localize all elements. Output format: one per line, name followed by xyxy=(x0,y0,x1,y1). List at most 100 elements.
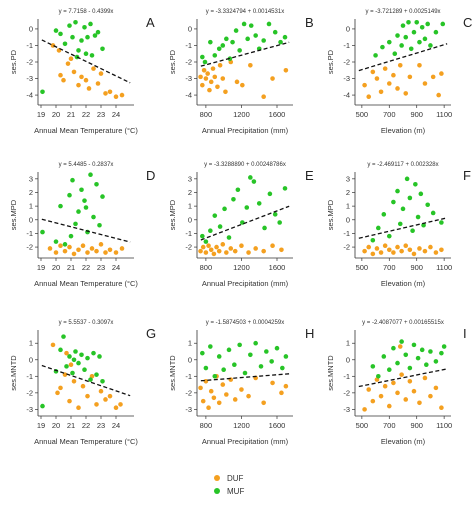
y-tick-label: -1 xyxy=(343,372,350,381)
panel-b: y = -3.3324794 + 0.0014531x B -4 -3 -2 -1 0 800… xyxy=(168,9,314,135)
equation-label: y = -2.469117 + 0.002328x xyxy=(367,162,438,168)
y-tick-label: 0 xyxy=(346,355,350,364)
point-muf xyxy=(221,367,226,372)
x-tick-label: 800 xyxy=(200,421,213,430)
point-muf xyxy=(280,365,285,371)
point-duf xyxy=(386,81,392,86)
point-muf xyxy=(94,181,99,187)
x-tick-label: 23 xyxy=(97,263,105,272)
y-axis-label: ses.MNTD xyxy=(326,355,335,391)
y-tick-label: -3 xyxy=(26,405,33,414)
point-duf xyxy=(232,248,238,254)
point-duf xyxy=(270,76,275,81)
point-duf xyxy=(246,250,251,255)
x-tick-label: 21 xyxy=(67,263,75,272)
point-muf xyxy=(282,186,288,191)
x-axis-label: Annual Precipitation (mm) xyxy=(202,437,289,446)
y-tick-label: 0 xyxy=(29,355,33,364)
point-muf xyxy=(237,342,242,348)
point-duf xyxy=(261,400,266,406)
point-muf xyxy=(415,355,421,361)
point-duf xyxy=(439,247,444,253)
panel-letter: D xyxy=(146,168,155,183)
point-duf xyxy=(391,250,396,255)
point-muf xyxy=(253,33,258,38)
point-muf xyxy=(411,29,417,35)
point-duf xyxy=(283,383,289,389)
equation-label: y = -3.3324794 + 0.0014531x xyxy=(206,9,284,15)
point-duf xyxy=(65,61,71,66)
point-duf xyxy=(407,378,413,384)
point-muf xyxy=(230,39,235,45)
point-muf xyxy=(381,212,387,217)
point-muf xyxy=(251,179,257,184)
y-tick-label: -1 xyxy=(185,41,192,50)
x-tick-label: 22 xyxy=(82,110,90,119)
point-duf xyxy=(61,77,66,83)
x-tick-label: 19 xyxy=(37,263,45,272)
point-duf xyxy=(76,405,81,411)
x-tick-label: 21 xyxy=(67,421,75,430)
point-muf xyxy=(202,59,208,65)
point-duf xyxy=(395,86,400,91)
point-muf xyxy=(399,43,404,48)
point-muf xyxy=(53,239,59,244)
y-tick-label: -2 xyxy=(26,58,33,67)
y-tick-label: 0 xyxy=(346,24,350,33)
point-muf xyxy=(83,205,89,210)
point-muf xyxy=(76,360,81,366)
point-muf xyxy=(62,41,68,47)
y-tick-label: -2 xyxy=(343,58,350,67)
point-duf xyxy=(203,76,209,81)
point-duf xyxy=(370,251,376,257)
point-muf xyxy=(67,23,72,28)
y-tick-label: -2 xyxy=(26,388,33,397)
x-tick-label: 800 xyxy=(200,263,213,272)
point-duf xyxy=(220,76,226,81)
point-duf xyxy=(211,251,217,257)
x-tick-label: 24 xyxy=(112,421,120,430)
x-tick-label: 24 xyxy=(112,263,120,272)
trend-line xyxy=(41,39,131,84)
point-muf xyxy=(61,334,66,339)
point-muf xyxy=(422,36,428,42)
point-duf xyxy=(224,250,229,255)
point-muf xyxy=(71,357,77,363)
y-axis-label: ses.PD xyxy=(326,49,335,74)
y-tick-label: -3 xyxy=(185,405,192,414)
y-tick-label: -2 xyxy=(185,388,192,397)
x-tick-label: 900 xyxy=(410,263,423,272)
point-duf xyxy=(47,246,53,251)
point-muf xyxy=(203,365,209,371)
point-muf xyxy=(217,224,223,229)
y-tick-label: 2 xyxy=(188,188,192,197)
y-tick-label: -1 xyxy=(26,229,33,238)
point-muf xyxy=(418,191,424,197)
point-muf xyxy=(428,349,433,354)
point-duf xyxy=(216,248,222,254)
y-tick-label: -4 xyxy=(185,91,192,100)
point-muf xyxy=(419,347,425,353)
point-muf xyxy=(67,354,72,359)
y-axis-label: ses.MPD xyxy=(9,199,18,230)
point-duf xyxy=(239,387,244,392)
point-muf xyxy=(79,38,84,43)
point-duf xyxy=(395,244,400,250)
point-duf xyxy=(208,388,214,394)
point-duf xyxy=(50,342,56,348)
y-tick-label: 3 xyxy=(346,174,350,183)
point-duf xyxy=(378,250,384,255)
point-muf xyxy=(100,46,105,52)
point-muf xyxy=(376,374,381,379)
panel-letter: H xyxy=(305,326,314,341)
panel-letter: G xyxy=(146,326,156,341)
point-duf xyxy=(62,248,68,254)
x-tick-label: 800 xyxy=(200,110,213,119)
x-tick-label: 23 xyxy=(97,421,105,430)
trend-line xyxy=(41,218,131,243)
y-tick-label: 1 xyxy=(346,202,350,211)
y-tick-label: -3 xyxy=(26,74,33,83)
point-muf xyxy=(248,352,253,358)
point-duf xyxy=(53,250,59,255)
